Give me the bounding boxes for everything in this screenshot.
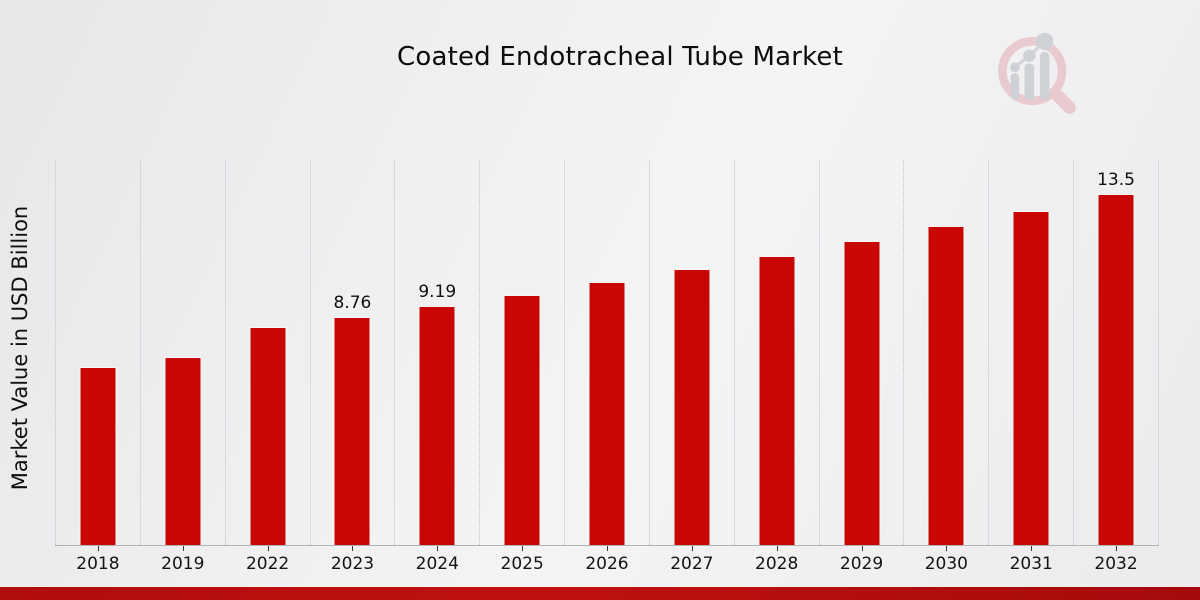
x-axis-label-2032: 2032 <box>1094 554 1138 574</box>
plot-column-2023: 8.76 2023 <box>309 160 395 574</box>
bar-2031 <box>1012 211 1050 545</box>
x-axis-tick-2024 <box>437 546 439 551</box>
plot-area: 2018 2019 2022 8.76 2023 9.19 2024 2025 2026 2027… <box>55 160 1159 574</box>
x-axis-tick-2029 <box>861 546 863 551</box>
x-axis-label-2022: 2022 <box>245 554 290 574</box>
bar-2022 <box>249 327 287 545</box>
plot-column-2025: 2025 <box>479 160 564 574</box>
plot-column-2030: 2030 <box>903 160 988 574</box>
plot-column-2026: 2026 <box>564 160 649 574</box>
x-axis-label-2025: 2025 <box>500 554 544 574</box>
bar-2019 <box>164 357 202 545</box>
bar-2027 <box>673 269 711 545</box>
x-axis-label-2031: 2031 <box>1009 554 1053 574</box>
x-axis-tick-2023 <box>352 546 354 551</box>
chart-title: Coated Endotracheal Tube Market <box>396 42 844 72</box>
x-axis-label-2029: 2029 <box>839 554 884 574</box>
x-axis-label-2018: 2018 <box>76 554 120 574</box>
bar-value-label-2023: 8.76 <box>333 293 372 313</box>
bar-value-label-2024: 9.19 <box>418 282 457 302</box>
plot-column-2019: 2019 <box>139 160 225 574</box>
x-axis-tick-2018 <box>97 546 99 551</box>
bar-2028 <box>758 256 796 545</box>
x-axis-tick-2025 <box>522 546 524 551</box>
bar-2029 <box>843 241 881 545</box>
plot-column-2024: 9.19 2024 <box>394 160 479 574</box>
y-axis-label: Market Value in USD Billion <box>8 205 32 491</box>
x-axis-label-2023: 2023 <box>330 554 375 574</box>
plot-column-2029: 2029 <box>818 160 904 574</box>
x-axis-label-2027: 2027 <box>670 554 714 574</box>
x-axis-tick-2030 <box>946 546 948 551</box>
bar-2030 <box>927 226 965 545</box>
bar-2023 <box>333 317 371 545</box>
bar-2024 <box>418 306 456 545</box>
x-axis-label-2024: 2024 <box>415 554 459 574</box>
plot-column-2027: 2027 <box>648 160 734 574</box>
x-axis-label-2030: 2030 <box>924 554 968 574</box>
magnifier-bar-chart-logo-icon <box>998 32 1076 114</box>
plot-column-2028: 2028 <box>733 160 819 574</box>
bar-value-label-2032: 13.5 <box>1097 170 1135 190</box>
bar-2026 <box>588 282 626 545</box>
x-axis-tick-2026 <box>606 546 608 551</box>
plot-column-2018: 2018 <box>55 160 140 574</box>
x-axis-label-2028: 2028 <box>755 554 799 574</box>
x-axis-label-2019: 2019 <box>161 554 205 574</box>
x-axis-label-2026: 2026 <box>585 554 629 574</box>
x-axis-tick-2019 <box>182 546 184 551</box>
plot-column-2022: 2022 <box>224 160 310 574</box>
bar-2018 <box>79 367 117 545</box>
x-axis-tick-2031 <box>1031 546 1033 551</box>
x-axis-tick-2028 <box>776 546 778 551</box>
x-axis-tick-2032 <box>1116 546 1118 551</box>
bar-2025 <box>503 295 541 545</box>
x-axis-tick-2027 <box>691 546 693 551</box>
bottom-accent-band <box>0 587 1200 600</box>
bar-2032 <box>1097 194 1135 545</box>
x-axis-tick-2022 <box>267 546 269 551</box>
plot-column-2031: 2031 <box>988 160 1073 574</box>
plot-column-2032: 13.5 2032 <box>1073 160 1159 574</box>
